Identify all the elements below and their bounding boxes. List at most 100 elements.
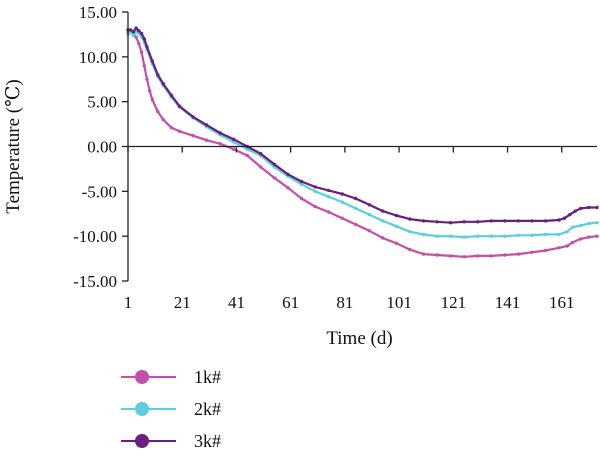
data-point: [150, 59, 155, 63]
data-point: [476, 254, 480, 258]
data-point: [367, 229, 371, 233]
data-point: [218, 131, 222, 135]
data-point: [570, 225, 575, 229]
data-point: [272, 176, 277, 180]
y-tick-label: 15.00: [79, 3, 117, 22]
legend-label: 2k#: [194, 399, 221, 419]
plot-area: 1 21 41 61 81 101 121 141 161 15.0010.005.000.00…: [73, 3, 599, 312]
x-tick-label: 21: [174, 293, 191, 312]
data-point: [134, 26, 138, 30]
x-tick-label: 61: [282, 293, 299, 312]
data-point: [557, 232, 561, 237]
data-point: [232, 140, 236, 144]
x-ticks: 1 21 41 61 81 101 121 141 161: [124, 146, 575, 312]
data-point: [408, 247, 412, 252]
data-point: [530, 219, 534, 223]
data-point: [299, 179, 304, 184]
data-point: [313, 185, 317, 189]
y-tick-label: -5.00: [82, 182, 117, 201]
data-point: [142, 37, 146, 41]
data-point: [142, 64, 146, 68]
data-point: [313, 204, 317, 209]
data-point: [408, 217, 412, 221]
x-tick-label: 101: [386, 293, 412, 312]
data-point: [394, 224, 399, 228]
data-point: [516, 252, 521, 256]
data-point: [503, 234, 507, 238]
series-line: [127, 30, 598, 239]
x-axis-title: Time (d): [326, 328, 392, 349]
x-tick-label: 121: [441, 293, 467, 312]
data-point: [354, 222, 358, 227]
data-point: [367, 212, 371, 217]
data-point: [489, 219, 493, 223]
data-point: [503, 253, 507, 257]
series-line: [128, 27, 597, 224]
y-tick-label: -10.00: [73, 227, 117, 246]
data-point: [394, 241, 399, 245]
data-point: [435, 220, 439, 224]
data-point: [476, 234, 480, 238]
data-point: [161, 117, 165, 122]
data-point: [503, 219, 507, 223]
data-point: [489, 234, 493, 238]
data-point: [570, 240, 575, 245]
data-point: [462, 255, 466, 259]
data-point: [565, 230, 569, 234]
legend-marker: [135, 402, 149, 416]
legend-marker: [135, 370, 149, 384]
data-point: [381, 209, 385, 213]
data-point: [129, 28, 133, 32]
data-point: [169, 126, 174, 130]
data-point: [177, 129, 182, 133]
legend-item: 1k#: [121, 367, 221, 387]
data-point: [137, 29, 141, 33]
data-point: [156, 109, 160, 114]
data-point: [245, 147, 249, 151]
data-point: [462, 235, 466, 239]
data-point: [131, 30, 136, 34]
data-point: [139, 31, 144, 36]
data-point: [530, 233, 534, 237]
legend-label: 3k#: [194, 431, 221, 451]
data-point: [595, 221, 599, 225]
data-point: [354, 206, 358, 211]
data-point: [191, 134, 195, 138]
x-tick-label: 161: [549, 293, 575, 312]
y-tick-label: -15.00: [73, 272, 117, 291]
y-ticks: 15.00 10.00 5.00 0.00 -5.00 -10.00 -15.00: [73, 3, 128, 291]
data-point: [462, 220, 466, 224]
y-tick-label: 10.00: [79, 48, 117, 67]
data-point: [595, 205, 599, 210]
data-point: [326, 188, 331, 193]
x-tick-label: 141: [495, 293, 521, 312]
data-point: [587, 221, 591, 226]
series-3: [126, 26, 599, 225]
data-point: [161, 82, 165, 86]
data-point: [232, 137, 236, 141]
data-point: [259, 165, 263, 169]
data-point: [543, 248, 548, 253]
data-point: [408, 230, 412, 234]
data-point: [340, 200, 344, 204]
data-point: [139, 50, 144, 54]
data-point: [232, 147, 236, 151]
data-point: [299, 182, 304, 186]
legend-item: 3k#: [121, 431, 221, 451]
data-point: [557, 218, 561, 222]
y-axis-title: Temperature (℃): [3, 79, 24, 213]
data-point: [448, 234, 453, 238]
legend-marker: [135, 434, 149, 448]
data-point: [150, 98, 155, 102]
x-tick-label: 41: [228, 293, 245, 312]
data-point: [421, 252, 426, 256]
data-point: [587, 205, 591, 210]
y-tick-label: 5.00: [87, 93, 117, 112]
data-point: [204, 123, 209, 127]
series-2: [126, 30, 599, 239]
data-point: [381, 219, 385, 223]
data-point: [137, 41, 141, 46]
data-point: [595, 234, 599, 238]
data-point: [286, 186, 290, 190]
